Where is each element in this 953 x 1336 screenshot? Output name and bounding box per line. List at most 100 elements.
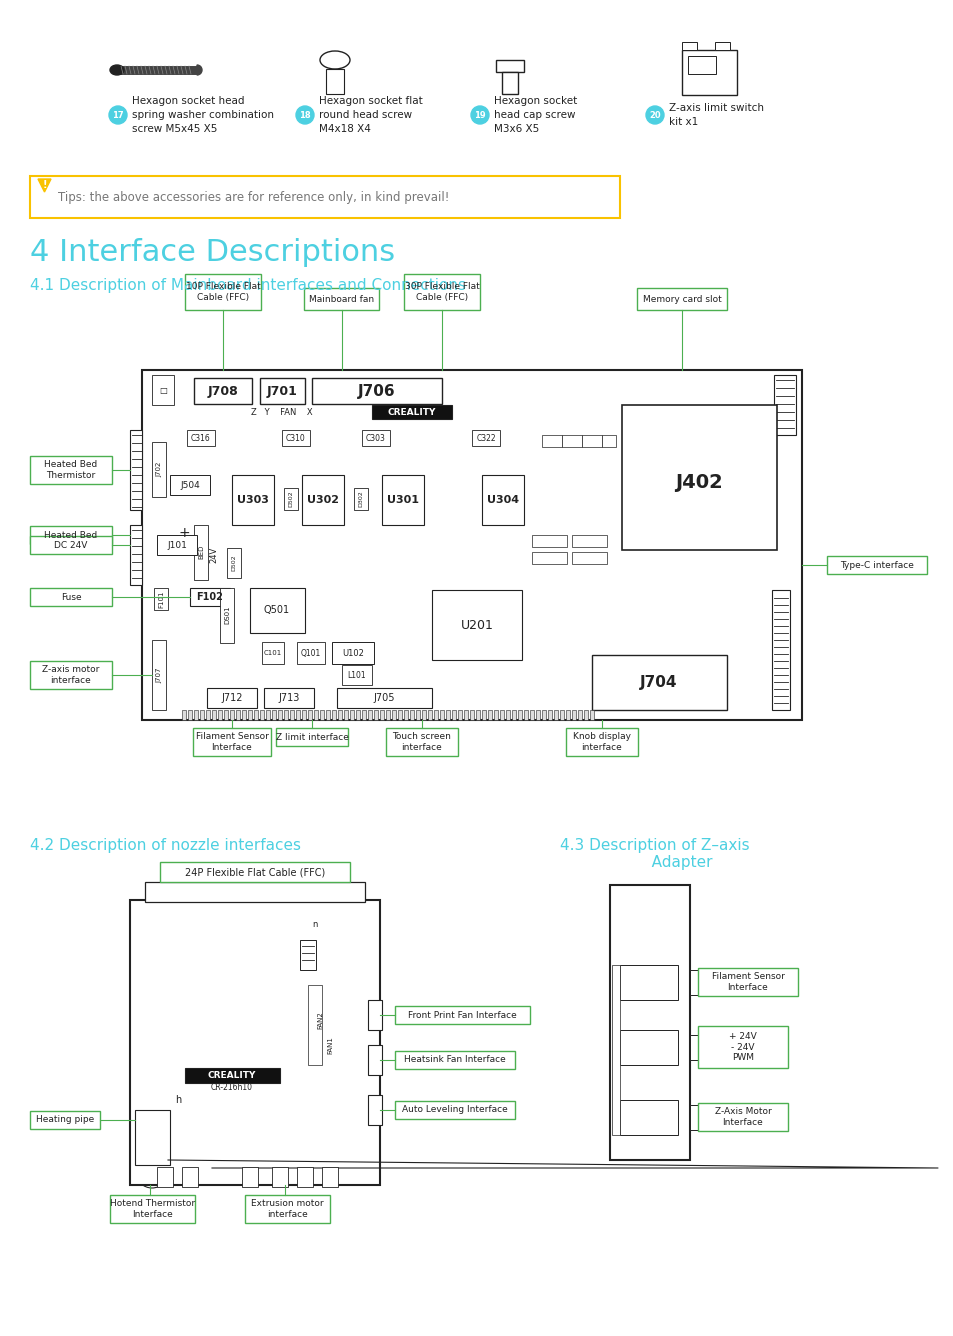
Bar <box>227 548 241 578</box>
Text: J101: J101 <box>167 541 187 549</box>
Circle shape <box>259 918 264 922</box>
Bar <box>554 709 558 720</box>
Circle shape <box>266 884 272 890</box>
Text: J504: J504 <box>180 481 200 489</box>
Circle shape <box>274 1173 277 1177</box>
Circle shape <box>109 106 127 124</box>
Text: J705: J705 <box>373 693 395 703</box>
Circle shape <box>373 1014 376 1018</box>
Bar <box>341 665 372 685</box>
Text: C303: C303 <box>366 433 386 442</box>
Circle shape <box>159 1173 163 1177</box>
Text: h: h <box>174 1096 181 1105</box>
Circle shape <box>168 891 172 895</box>
Bar <box>428 709 432 720</box>
Circle shape <box>691 1054 696 1058</box>
Bar <box>284 709 288 720</box>
Text: FAN1: FAN1 <box>327 1035 333 1054</box>
Bar <box>494 709 497 720</box>
Circle shape <box>136 1156 168 1188</box>
Circle shape <box>275 918 280 922</box>
Bar <box>532 552 566 564</box>
Bar <box>232 476 274 525</box>
Bar <box>187 430 214 446</box>
Circle shape <box>332 1173 335 1177</box>
Circle shape <box>253 1029 286 1061</box>
Circle shape <box>283 918 288 922</box>
Circle shape <box>320 884 325 890</box>
Bar <box>403 709 408 720</box>
Text: U304: U304 <box>486 496 518 505</box>
Bar <box>374 709 377 720</box>
Bar <box>771 591 789 709</box>
Circle shape <box>219 918 224 922</box>
Text: J702: J702 <box>156 461 162 477</box>
Circle shape <box>275 891 280 895</box>
Bar <box>601 436 616 448</box>
Bar <box>530 709 534 720</box>
Circle shape <box>329 891 335 895</box>
Bar <box>395 1006 530 1023</box>
Text: DC 24V: DC 24V <box>54 541 88 549</box>
Circle shape <box>193 1029 226 1061</box>
Bar <box>157 534 196 554</box>
Circle shape <box>373 1002 376 1006</box>
Circle shape <box>219 926 224 930</box>
Bar <box>368 1001 381 1030</box>
Bar <box>277 709 282 720</box>
Bar <box>153 588 168 611</box>
Text: J713: J713 <box>278 693 299 703</box>
Bar <box>416 709 419 720</box>
Circle shape <box>227 926 233 930</box>
Circle shape <box>373 1097 376 1101</box>
Circle shape <box>176 891 181 895</box>
Bar <box>266 709 270 720</box>
Text: U303: U303 <box>236 496 269 505</box>
Bar <box>361 430 390 446</box>
Text: Hexagon socket flat
round head screw
M4x18 X4: Hexagon socket flat round head screw M4x… <box>318 96 422 134</box>
Text: Memory card slot: Memory card slot <box>642 294 720 303</box>
Circle shape <box>231 884 235 890</box>
Bar <box>547 709 552 720</box>
Bar <box>253 709 257 720</box>
Bar <box>446 709 450 720</box>
Circle shape <box>373 1116 376 1120</box>
Bar <box>572 552 606 564</box>
Bar <box>326 69 344 94</box>
Bar <box>488 709 492 720</box>
Bar <box>117 65 196 73</box>
Circle shape <box>373 1065 376 1069</box>
Text: CR-216h10: CR-216h10 <box>211 1083 253 1093</box>
Bar <box>245 1194 330 1222</box>
Text: J712: J712 <box>221 693 242 703</box>
Circle shape <box>203 918 209 922</box>
Bar <box>135 1110 170 1165</box>
Text: BED: BED <box>198 545 204 560</box>
Text: U201: U201 <box>460 619 493 632</box>
Bar <box>344 709 348 720</box>
Bar <box>572 534 606 546</box>
Circle shape <box>239 891 244 895</box>
Text: J402: J402 <box>675 473 722 492</box>
Bar <box>299 941 315 970</box>
Bar <box>609 884 689 1160</box>
Text: Touch screen
interface: Touch screen interface <box>392 732 451 752</box>
Bar <box>30 1112 100 1129</box>
Circle shape <box>307 1173 311 1177</box>
Bar <box>296 643 325 664</box>
Bar <box>523 709 527 720</box>
Bar <box>296 1168 313 1186</box>
Text: D302: D302 <box>358 490 363 508</box>
Circle shape <box>298 1173 303 1177</box>
Circle shape <box>192 1173 195 1177</box>
Bar <box>481 476 523 525</box>
Bar <box>687 56 716 73</box>
Bar <box>302 709 306 720</box>
Bar <box>698 1026 787 1067</box>
Bar <box>250 588 305 633</box>
Bar <box>30 588 112 607</box>
Bar <box>501 72 517 94</box>
Bar <box>386 709 390 720</box>
Bar <box>619 965 678 1001</box>
Text: Heated Bed
Thermistor: Heated Bed Thermistor <box>45 461 97 480</box>
